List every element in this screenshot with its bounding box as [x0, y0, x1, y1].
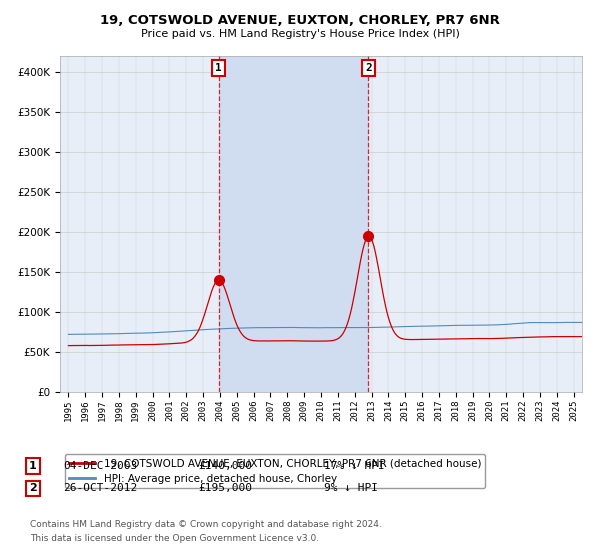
Text: This data is licensed under the Open Government Licence v3.0.: This data is licensed under the Open Gov… [30, 534, 319, 543]
Text: 2: 2 [365, 63, 372, 73]
Text: Price paid vs. HM Land Registry's House Price Index (HPI): Price paid vs. HM Land Registry's House … [140, 29, 460, 39]
Text: 26-OCT-2012: 26-OCT-2012 [63, 483, 137, 493]
Text: £140,000: £140,000 [198, 461, 252, 471]
Text: 19, COTSWOLD AVENUE, EUXTON, CHORLEY, PR7 6NR: 19, COTSWOLD AVENUE, EUXTON, CHORLEY, PR… [100, 14, 500, 27]
Text: 1: 1 [29, 461, 37, 471]
Text: 2: 2 [29, 483, 37, 493]
Bar [218, 56, 368, 392]
Text: Contains HM Land Registry data © Crown copyright and database right 2024.: Contains HM Land Registry data © Crown c… [30, 520, 382, 529]
Legend: 19, COTSWOLD AVENUE, EUXTON, CHORLEY, PR7 6NR (detached house), HPI: Average pri: 19, COTSWOLD AVENUE, EUXTON, CHORLEY, PR… [65, 454, 485, 488]
Text: 04-DEC-2003: 04-DEC-2003 [63, 461, 137, 471]
Text: 17% ↓ HPI: 17% ↓ HPI [324, 461, 385, 471]
Text: £195,000: £195,000 [198, 483, 252, 493]
Text: 1: 1 [215, 63, 222, 73]
Text: 9% ↓ HPI: 9% ↓ HPI [324, 483, 378, 493]
